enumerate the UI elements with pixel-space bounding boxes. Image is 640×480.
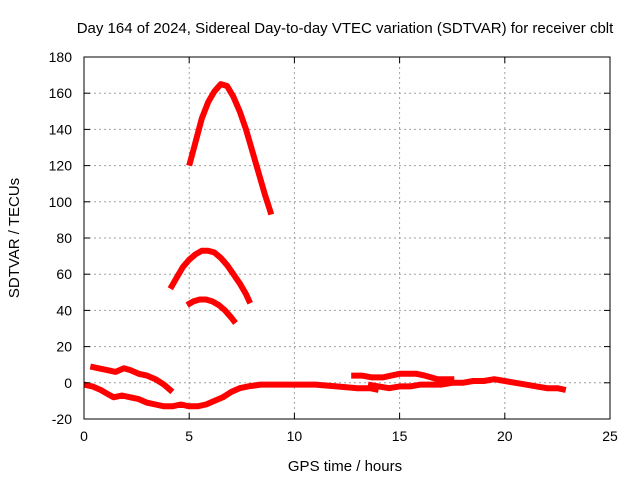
series-arc-peak-73 bbox=[167, 247, 253, 305]
y-tick-label: 60 bbox=[56, 266, 72, 282]
x-tick-label: 15 bbox=[392, 428, 408, 444]
y-axis-label: SDTVAR / TECUs bbox=[6, 178, 23, 298]
series-arc-late-b bbox=[367, 376, 567, 393]
series-arc-peak-45 bbox=[185, 296, 238, 325]
y-tick-label: 160 bbox=[49, 85, 73, 101]
series-arc-late-a bbox=[351, 370, 455, 383]
y-tick-label: 100 bbox=[49, 194, 73, 210]
x-tick-label: 20 bbox=[497, 428, 513, 444]
y-tick-label: 40 bbox=[56, 302, 72, 318]
series-arc-negative-early bbox=[83, 381, 380, 410]
plot-frame bbox=[83, 56, 611, 420]
series-arc-peak-165 bbox=[186, 81, 275, 216]
x-tick-label: 0 bbox=[80, 428, 88, 444]
grid-lines bbox=[84, 57, 610, 419]
x-tick-label: 25 bbox=[602, 428, 618, 444]
y-tick-label: 140 bbox=[49, 121, 73, 137]
y-tick-label: 0 bbox=[64, 375, 72, 391]
x-tick-label: 10 bbox=[287, 428, 303, 444]
x-axis-label: GPS time / hours bbox=[288, 458, 402, 475]
data-series bbox=[83, 81, 567, 410]
x-tick-label: 5 bbox=[185, 428, 193, 444]
y-tick-label: 20 bbox=[56, 339, 72, 355]
y-tick-label: 80 bbox=[56, 230, 72, 246]
axis-ticks: 0 5 10 15 20 25 -20 0 20 40 60 80 100 120 140 160 180 bbox=[49, 49, 618, 444]
series-arc-positive-early bbox=[89, 363, 175, 395]
y-tick-label: 180 bbox=[49, 49, 73, 65]
chart-title: Day 164 of 2024, Sidereal Day-to-day VTE… bbox=[77, 20, 614, 37]
y-tick-label: -20 bbox=[52, 411, 72, 427]
y-tick-label: 120 bbox=[49, 158, 73, 174]
